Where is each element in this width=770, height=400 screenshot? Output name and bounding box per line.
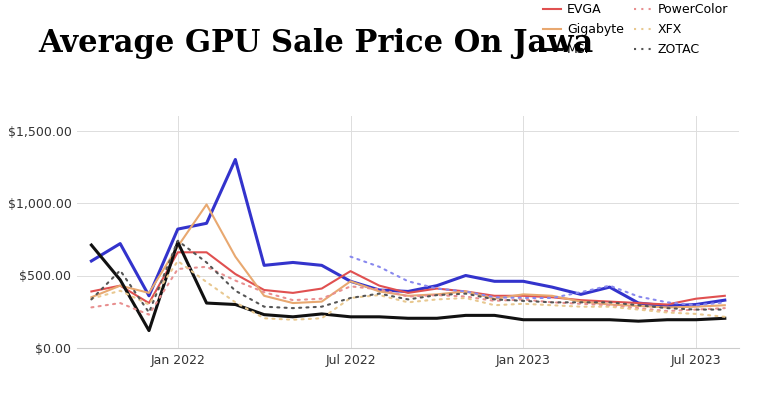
Legend: ASUS, EVGA, Gigabyte, MSI, NVIDIA, PowerColor, XFX, ZOTAC: ASUS, EVGA, Gigabyte, MSI, NVIDIA, Power… xyxy=(538,0,733,61)
Text: Average GPU Sale Price On Jawa: Average GPU Sale Price On Jawa xyxy=(38,28,594,59)
